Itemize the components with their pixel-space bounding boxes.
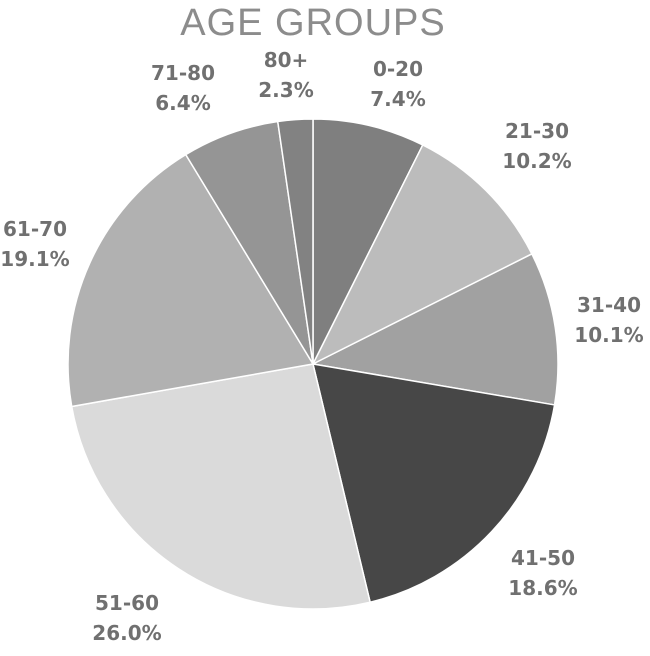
slice-category-label: 61-70 <box>3 217 67 241</box>
pie-slice-61-70 <box>67 153 315 408</box>
slice-labels: 0-20 7.4% 21-30 10.2% 31-40 10.1% 41-50 18.6% 51… <box>0 48 643 645</box>
slice-value-label: 2.3% <box>258 78 313 102</box>
pie-slice-80plus <box>276 118 314 365</box>
pie-slice-41-50 <box>312 363 556 604</box>
pie-slice-0-20 <box>312 118 424 365</box>
slice-category-label: 0-20 <box>373 57 423 81</box>
slice-value-label: 26.0% <box>92 621 161 645</box>
pie-slice-31-40 <box>310 252 559 406</box>
pie-slice-51-60 <box>70 363 372 610</box>
pie-slices <box>67 118 559 610</box>
chart-title: AGE GROUPS <box>180 2 446 44</box>
slice-category-label: 31-40 <box>577 293 641 317</box>
slice-category-label: 21-30 <box>505 119 569 143</box>
slice-value-label: 19.1% <box>0 247 69 271</box>
slice-category-label: 80+ <box>264 48 309 72</box>
slice-category-label: 41-50 <box>511 546 575 570</box>
slice-category-label: 71-80 <box>151 61 215 85</box>
slice-value-label: 6.4% <box>155 91 210 115</box>
slice-value-label: 10.1% <box>574 323 643 347</box>
slice-value-label: 18.6% <box>508 576 577 600</box>
slice-value-label: 10.2% <box>502 149 571 173</box>
slice-value-label: 7.4% <box>370 87 425 111</box>
pie-slice-21-30 <box>311 143 533 366</box>
slice-category-label: 51-60 <box>95 591 159 615</box>
